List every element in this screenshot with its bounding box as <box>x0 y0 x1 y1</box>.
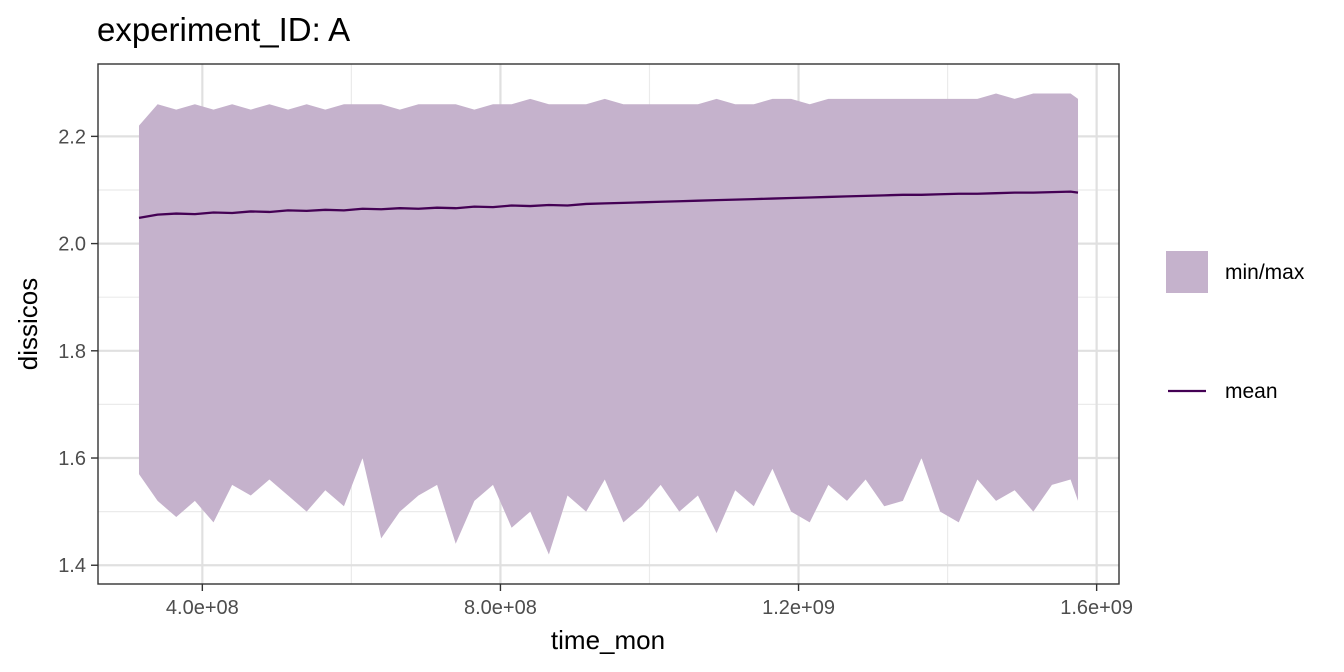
y-axis-ticks: 1.4 1.6 1.8 2.0 2.2 <box>58 126 98 577</box>
x-axis-ticks: 4.0e+08 8.0e+08 1.2e+09 1.6e+09 <box>166 584 1133 619</box>
min-max-ribbon <box>138 93 1079 555</box>
y-tick-label: 1.4 <box>58 555 86 577</box>
legend-label-mean: mean <box>1225 380 1278 403</box>
x-tick-label: 1.2e+09 <box>762 597 835 619</box>
legend-key-min-max <box>1166 251 1208 293</box>
x-axis-title: time_mon <box>551 625 665 655</box>
plot-panel <box>97 63 1120 585</box>
y-tick-label: 2.2 <box>58 126 86 148</box>
x-tick-label: 8.0e+08 <box>464 597 537 619</box>
y-tick-label: 2.0 <box>58 234 86 256</box>
y-axis-title: dissicos <box>13 278 43 370</box>
legend-label-min-max: min/max <box>1225 261 1305 284</box>
legend: min/max mean <box>1166 251 1305 403</box>
y-tick-label: 1.8 <box>58 341 86 363</box>
x-tick-label: 4.0e+08 <box>166 597 239 619</box>
panel-border <box>97 63 1120 585</box>
mean-line <box>138 190 1079 219</box>
x-tick-label: 1.6e+09 <box>1060 597 1133 619</box>
y-tick-label: 1.6 <box>58 448 86 470</box>
chart-title: experiment_ID: A <box>97 11 350 48</box>
